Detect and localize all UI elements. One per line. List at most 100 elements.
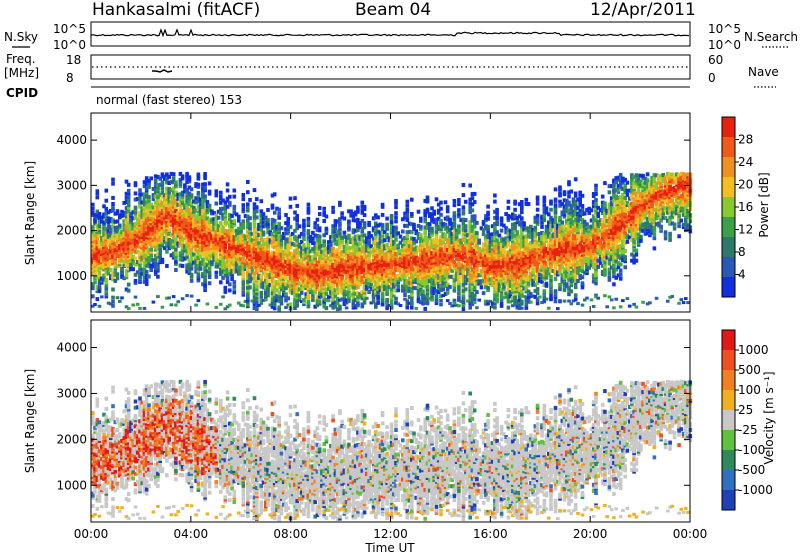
power-cell (270, 226, 275, 230)
freq-frame (90, 54, 691, 80)
power-cell (100, 241, 104, 246)
power-cell (142, 198, 147, 203)
power-cell (338, 251, 342, 256)
power-cell (275, 255, 279, 260)
power-cell (266, 289, 270, 294)
power-cell (414, 263, 419, 268)
power-cell (104, 288, 109, 293)
power-cell (297, 281, 302, 286)
power-cell (338, 217, 342, 222)
power-cell (351, 212, 356, 216)
power-cell (149, 204, 153, 209)
power-cell (293, 267, 297, 272)
power-cell (140, 267, 144, 272)
power-cell (255, 307, 259, 311)
power-cell (196, 174, 201, 179)
power-cell (407, 282, 412, 287)
power-cell (153, 194, 158, 199)
power-cell (340, 282, 344, 287)
power-cell (398, 263, 403, 268)
power-cell (342, 216, 347, 221)
power-cell (329, 292, 333, 297)
power-cell (201, 198, 205, 203)
power-cell (214, 213, 219, 218)
power-cell (234, 228, 239, 233)
power-cell (264, 262, 268, 267)
power-cell (135, 217, 140, 222)
power-cell (405, 246, 410, 251)
power-cell (394, 201, 398, 206)
power-cell (178, 204, 183, 209)
power-cell (104, 215, 109, 219)
power-cell (162, 207, 167, 212)
power-cell (407, 288, 412, 293)
power-cell (275, 239, 279, 244)
power-cell (153, 227, 158, 232)
power-cell (333, 253, 338, 258)
power-cell (264, 238, 268, 242)
freq-trace (152, 69, 173, 73)
power-cell (214, 264, 219, 269)
power-cell (113, 226, 118, 230)
power-cell (153, 245, 158, 250)
power-cell (250, 276, 255, 281)
power-cell (380, 255, 385, 260)
power-cell (322, 233, 326, 238)
power-cell (232, 229, 237, 234)
power-cell (387, 304, 392, 307)
power-cell (174, 180, 178, 185)
power-cell (308, 290, 313, 294)
power-cell (210, 233, 214, 238)
power-cell (196, 219, 201, 224)
power-cell (223, 241, 228, 246)
power-cell (225, 267, 230, 272)
power-cell (335, 278, 340, 283)
power-cell (457, 287, 461, 292)
power-cell (214, 250, 219, 255)
power-cell (410, 269, 414, 273)
power-cell (129, 244, 133, 249)
power-cell (252, 202, 257, 207)
power-cell (353, 279, 358, 284)
power-cell (389, 226, 394, 231)
power-cell (106, 271, 111, 276)
power-cell (275, 225, 279, 229)
power-cell (250, 231, 255, 236)
power-cell (187, 236, 192, 241)
power-cell (153, 253, 158, 258)
power-cell (329, 243, 333, 248)
power-cell (333, 300, 338, 305)
power-cell (180, 202, 185, 207)
power-cell (333, 237, 338, 242)
power-cell (324, 265, 329, 270)
power-cell (158, 258, 162, 263)
power-cell (383, 230, 387, 235)
power-cell (138, 214, 142, 219)
power-cell (205, 210, 210, 215)
power-cell (414, 286, 419, 291)
power-cell (367, 235, 371, 240)
power-cell (421, 281, 425, 286)
power-cell (306, 216, 311, 221)
power-cell (378, 267, 383, 272)
power-cell (237, 245, 241, 250)
power-cell (225, 280, 230, 285)
power-cell (414, 255, 419, 260)
power-cell (324, 263, 329, 268)
power-cell (378, 249, 383, 254)
power-cell (313, 270, 317, 275)
power-cell (367, 231, 371, 236)
power-cell (416, 246, 421, 251)
power-cell (394, 215, 398, 220)
power-cell (335, 282, 340, 287)
power-cell (414, 274, 419, 278)
power-cell (299, 231, 304, 236)
power-cell (194, 222, 198, 227)
power-cell (340, 286, 344, 291)
power-cell (362, 213, 367, 218)
power-cell (133, 191, 138, 196)
power-cell (320, 254, 324, 258)
power-cell (299, 290, 304, 295)
power-cell (169, 200, 174, 205)
power-cell (288, 251, 293, 256)
